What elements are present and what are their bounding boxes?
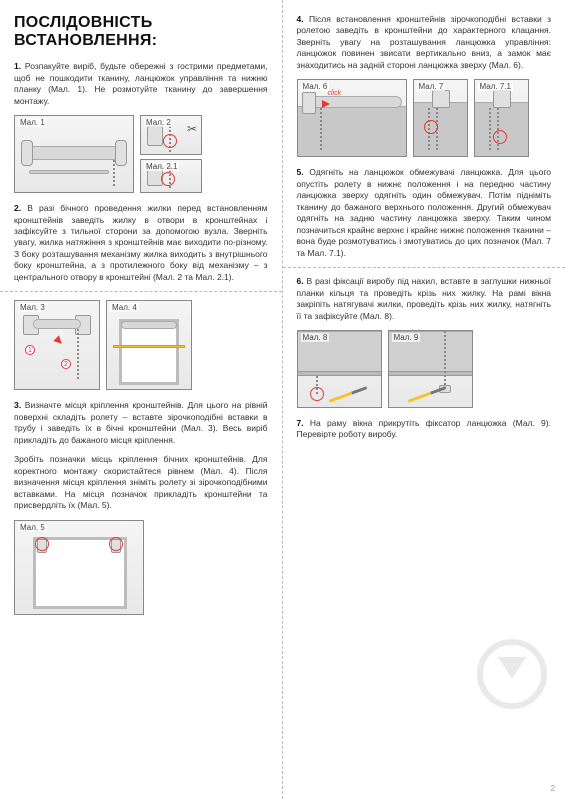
step-7: 7. На раму вікна прикрутіть фіксатор лан…	[297, 418, 552, 441]
figrow-5: Мал. 8 Мал. 9	[297, 330, 552, 408]
figrow-3: Мал. 5	[14, 520, 268, 615]
step-4: 4. Після встановлення кронштейнів зірочк…	[297, 14, 552, 71]
step-5: 5. Одягніть на ланцюжок обмежувачі ланцю…	[297, 167, 552, 259]
figure-2: Мал. 2 ✂	[140, 115, 202, 155]
step-2-text: В разі бічного проведення жилки перед вс…	[14, 203, 268, 282]
step-6: 6. В разі фіксації виробу під нахил, вст…	[297, 276, 552, 322]
step-3b: Зробіть позначки місць кріплення бічних …	[14, 454, 268, 511]
fig7-label: Мал. 7	[417, 82, 446, 91]
fig9-label: Мал. 9	[392, 333, 421, 342]
step-6-text: В разі фіксації виробу під нахил, вставт…	[297, 276, 552, 320]
fig8-label: Мал. 8	[301, 333, 330, 342]
step-7-text: На раму вікна прикрутіть фіксатор ланцюж…	[297, 418, 551, 439]
figure-4: Мал. 4	[106, 300, 192, 390]
step-5-text: Одягніть на ланцюжок обмежувачі ланцюжка…	[297, 167, 552, 257]
divider-left	[0, 291, 282, 292]
step-2: 2. В разі бічного проведення жилки перед…	[14, 203, 268, 283]
figure-6: Мал. 6 click	[297, 79, 407, 157]
page-number: 2	[551, 784, 555, 793]
step-1-text: Розпакуйте виріб, будьте обережні з гост…	[14, 61, 268, 105]
step-4-text: Після встановлення кронштейнів зірочкопо…	[297, 14, 552, 70]
step-3b-text: Зробіть позначки місць кріплення бічних …	[14, 454, 268, 510]
figure-3: Мал. 3 1 2	[14, 300, 100, 390]
figure-1: Мал. 1	[14, 115, 134, 193]
step-1: 1. Розпакуйте виріб, будьте обережні з г…	[14, 61, 268, 107]
fig2-label: Мал. 2	[144, 118, 173, 127]
figure-8: Мал. 8	[297, 330, 382, 408]
figrow-2: Мал. 3 1 2 Мал. 4	[14, 300, 268, 390]
right-column: 4. Після встановлення кронштейнів зірочк…	[283, 0, 565, 799]
step-3: 3. Визначте місця кріплення кронштейнів.…	[14, 400, 268, 446]
fig4-label: Мал. 4	[110, 303, 139, 312]
divider-right	[283, 267, 565, 268]
fig1-label: Мал. 1	[18, 118, 47, 127]
fig3-label: Мал. 3	[18, 303, 47, 312]
fig6-label: Мал. 6	[301, 82, 330, 91]
watermark-icon	[477, 639, 547, 709]
fig5-label: Мал. 5	[18, 523, 47, 532]
figure-9: Мал. 9	[388, 330, 473, 408]
figure-2-1: Мал. 2.1	[140, 159, 202, 193]
main-title: ПОСЛІДОВНІСТЬ ВСТАНОВЛЕННЯ:	[14, 14, 268, 49]
figure-5: Мал. 5	[14, 520, 144, 615]
fig71-label: Мал. 7.1	[478, 82, 513, 91]
figure-7-1: Мал. 7.1	[474, 79, 529, 157]
fig21-label: Мал. 2.1	[144, 162, 179, 171]
scissors-icon: ✂	[187, 122, 197, 136]
figrow-1: Мал. 1 Мал. 2 ✂ Мал. 2.1	[14, 115, 268, 193]
figrow-4: Мал. 6 click Мал. 7 Мал. 7.1	[297, 79, 552, 157]
figure-7: Мал. 7	[413, 79, 468, 157]
left-column: ПОСЛІДОВНІСТЬ ВСТАНОВЛЕННЯ: 1. Розпакуйт…	[0, 0, 283, 799]
step-3-text: Визначте місця кріплення кронштейнів. Дл…	[14, 400, 268, 444]
click-label: click	[328, 90, 342, 97]
